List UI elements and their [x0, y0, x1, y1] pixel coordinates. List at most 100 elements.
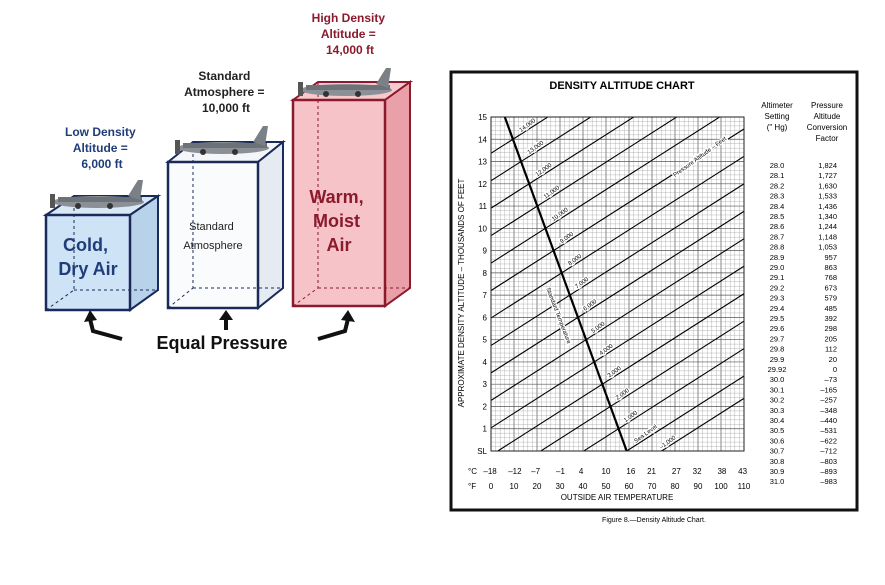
table-cell: –348	[820, 406, 837, 415]
altimeter-table: Altimeter Setting (" Hg) Pressure Altitude Co…	[761, 101, 847, 486]
pressure-altitude-label: 3,000	[607, 365, 623, 379]
table-cell: 28.2	[770, 181, 785, 190]
table-header: (" Hg)	[767, 123, 788, 132]
x-tick-label-f: 40	[579, 482, 588, 491]
x-tick-label-c: 4	[579, 467, 584, 476]
table-cell: 1,533	[818, 192, 837, 201]
airplane-icon	[50, 180, 144, 209]
box-body-text: Standard Atmosphere	[183, 221, 242, 252]
y-tick-label: 5	[483, 336, 488, 345]
box-body-text: Warm, Moist Air	[309, 187, 368, 255]
x-tick-label-f: 50	[602, 482, 611, 491]
chart-title: DENSITY ALTITUDE CHART	[549, 80, 695, 92]
table-cell: 392	[824, 314, 837, 323]
table-cell: 30.8	[770, 457, 785, 466]
pressure-altitude-line	[491, 183, 744, 347]
table-cell: –165	[820, 385, 837, 394]
pressure-altitude-label: 7,000	[574, 276, 590, 290]
table-cell: –440	[820, 416, 837, 425]
arrow-icon	[219, 310, 233, 330]
table-cell: 768	[824, 273, 837, 282]
airplane-icon	[298, 68, 392, 97]
y-tick-label: 15	[478, 113, 487, 122]
table-cell: 28.4	[770, 202, 785, 211]
table-cell: 1,630	[818, 181, 837, 190]
table-cell: 29.0	[770, 263, 785, 272]
table-cell: 28.7	[770, 232, 785, 241]
pressure-altitude-label: Sea Level	[634, 424, 659, 445]
table-cell: 30.1	[770, 385, 785, 394]
pressure-altitude-label: 13,000	[527, 140, 546, 156]
y-tick-label: 9	[483, 247, 488, 256]
pressure-altitude-line	[491, 117, 721, 264]
pressure-altitude-line	[491, 117, 635, 209]
x-tick-label-f: 60	[625, 482, 634, 491]
table-cell: –622	[820, 436, 837, 445]
table-cell: 29.6	[770, 324, 785, 333]
x-tick-label-f: 100	[714, 482, 728, 491]
equal-pressure-label: Equal Pressure	[156, 333, 287, 353]
pressure-altitude-line	[491, 117, 678, 237]
table-cell: 1,824	[818, 161, 837, 170]
density-illustration: Low Density Altitude = 6,000 ft Standard…	[42, 11, 414, 353]
table-cell: 30.5	[770, 426, 785, 435]
table-cell: 112	[825, 345, 837, 354]
table-cell: 30.2	[770, 396, 785, 405]
x-tick-label-f: 0	[489, 482, 494, 491]
x-tick-label-c: 16	[626, 467, 635, 476]
box-label: High Density Altitude = 14,000 ft	[312, 11, 389, 57]
pressure-altitude-label: 14,000	[519, 118, 538, 134]
y-tick-label: 6	[483, 313, 488, 322]
cold-dry-air-box	[42, 194, 162, 312]
pressure-altitude-line	[539, 320, 744, 451]
table-cell: 0	[833, 365, 837, 374]
arrow-icon	[317, 310, 355, 341]
box-body-text: Cold, Dry Air	[58, 235, 117, 279]
pressure-altitude-line	[491, 238, 744, 402]
box-label: Low Density Altitude = 6,000 ft	[65, 125, 139, 171]
table-cell: –73	[824, 375, 837, 384]
table-header: Altimeter	[761, 101, 793, 110]
table-cell: 30.3	[770, 406, 785, 415]
table-cell: 30.7	[770, 447, 785, 456]
plot-border	[490, 116, 745, 452]
table-cell: 31.0	[770, 477, 785, 486]
standard-temperature-line	[503, 117, 628, 451]
table-cell: –893	[820, 467, 837, 476]
chart-grid	[491, 117, 744, 451]
pressure-altitude-label: –1,000	[659, 435, 678, 451]
x-tick-label-f: 10	[510, 482, 519, 491]
table-cell: 1,340	[818, 212, 837, 221]
y-tick-label: 8	[483, 269, 488, 278]
fahrenheit-unit: °F	[468, 482, 476, 491]
table-cell: 30.9	[770, 467, 785, 476]
x-tick-label-c: 38	[717, 467, 726, 476]
x-tick-label-c: –7	[531, 467, 540, 476]
table-cell: 29.2	[770, 283, 785, 292]
x-tick-label-c: 10	[602, 467, 611, 476]
pressure-altitude-label: 6,000	[582, 299, 598, 313]
table-cell: 28.3	[770, 192, 785, 201]
pressure-altitude-title: Pressure Altitude – Feet	[673, 136, 729, 179]
table-cell: 28.6	[770, 222, 785, 231]
y-tick-label: 10	[478, 224, 487, 233]
celsius-unit: °C	[468, 467, 477, 476]
table-cell: 205	[824, 334, 837, 343]
table-cell: 30.4	[770, 416, 785, 425]
pressure-altitude-line	[625, 375, 744, 451]
pressure-altitude-line	[491, 210, 744, 374]
pressure-altitude-line	[491, 155, 744, 319]
table-header: Pressure	[811, 101, 844, 110]
pressure-altitude-line	[582, 347, 744, 451]
table-cell: –257	[820, 396, 837, 405]
y-tick-label: 11	[479, 202, 488, 211]
table-cell: 30.0	[770, 375, 785, 384]
x-tick-label-f: 110	[738, 482, 751, 491]
pressure-altitude-line	[491, 117, 592, 182]
table-cell: –712	[820, 447, 837, 456]
y-tick-label: 12	[478, 180, 487, 189]
table-cell: 20	[829, 355, 837, 364]
y-axis-label: APPROXIMATE DENSITY ALTITUDE – THOUSANDS…	[457, 178, 466, 407]
table-cell: –531	[820, 426, 837, 435]
